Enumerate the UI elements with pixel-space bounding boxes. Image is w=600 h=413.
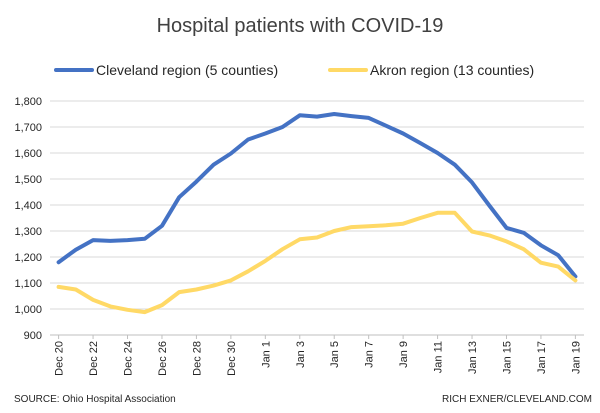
y-tick-label: 1,800 — [14, 96, 42, 108]
x-tick-label: Jan 15 — [501, 341, 513, 374]
y-tick-label: 1,000 — [14, 304, 42, 316]
x-tick-label: Jan 11 — [433, 341, 445, 373]
x-tick-label: Dec 20 — [54, 341, 66, 376]
x-tick-label: Dec 30 — [226, 341, 238, 376]
x-tick-label: Jan 3 — [295, 341, 307, 368]
y-tick-label: 1,600 — [14, 148, 42, 160]
series-line-akron — [56, 210, 578, 315]
x-tick-label: Dec 28 — [191, 341, 203, 376]
gridlines — [50, 100, 584, 310]
x-tick-label: Jan 5 — [329, 341, 341, 368]
y-tick-label: 1,100 — [14, 278, 42, 290]
x-tick-label: Jan 1 — [260, 341, 272, 368]
series-layer — [56, 112, 578, 315]
x-tick-label: Jan 19 — [570, 341, 582, 374]
chart-title: Hospital patients with COVID-19 — [157, 15, 444, 37]
y-tick-label: 900 — [24, 330, 42, 342]
y-tick-label: 1,500 — [14, 174, 42, 186]
x-tick-label: Jan 7 — [364, 341, 376, 368]
x-tick-label: Jan 9 — [398, 341, 410, 368]
x-tick-label: Jan 17 — [536, 341, 548, 374]
y-tick-label: 1,300 — [14, 226, 42, 238]
series-line-cleveland — [56, 112, 578, 279]
x-tick-label: Jan 13 — [467, 341, 479, 374]
y-axis: 900 1,000 1,100 1,200 1,300 1,400 1,500 1,600 1,… — [14, 96, 42, 342]
legend: Cleveland region (5 counties) Akron regi… — [54, 62, 534, 78]
credit-note: RICH EXNER/CLEVELAND.COM — [442, 394, 592, 405]
y-tick-label: 1,700 — [14, 122, 42, 134]
y-tick-label: 1,200 — [14, 252, 42, 264]
x-tick-label: Dec 24 — [123, 341, 135, 376]
x-axis: Dec 20 Dec 22 Dec 24 Dec 26 Dec 28 Dec 30 Jan … — [54, 335, 582, 376]
legend-label-akron: Akron region (13 counties) — [370, 62, 534, 78]
x-tick-label: Dec 26 — [157, 341, 169, 376]
x-tick-label: Dec 22 — [88, 341, 100, 376]
y-tick-label: 1,400 — [14, 200, 42, 212]
legend-label-cleveland: Cleveland region (5 counties) — [96, 62, 278, 78]
source-note: SOURCE: Ohio Hospital Association — [14, 394, 176, 405]
